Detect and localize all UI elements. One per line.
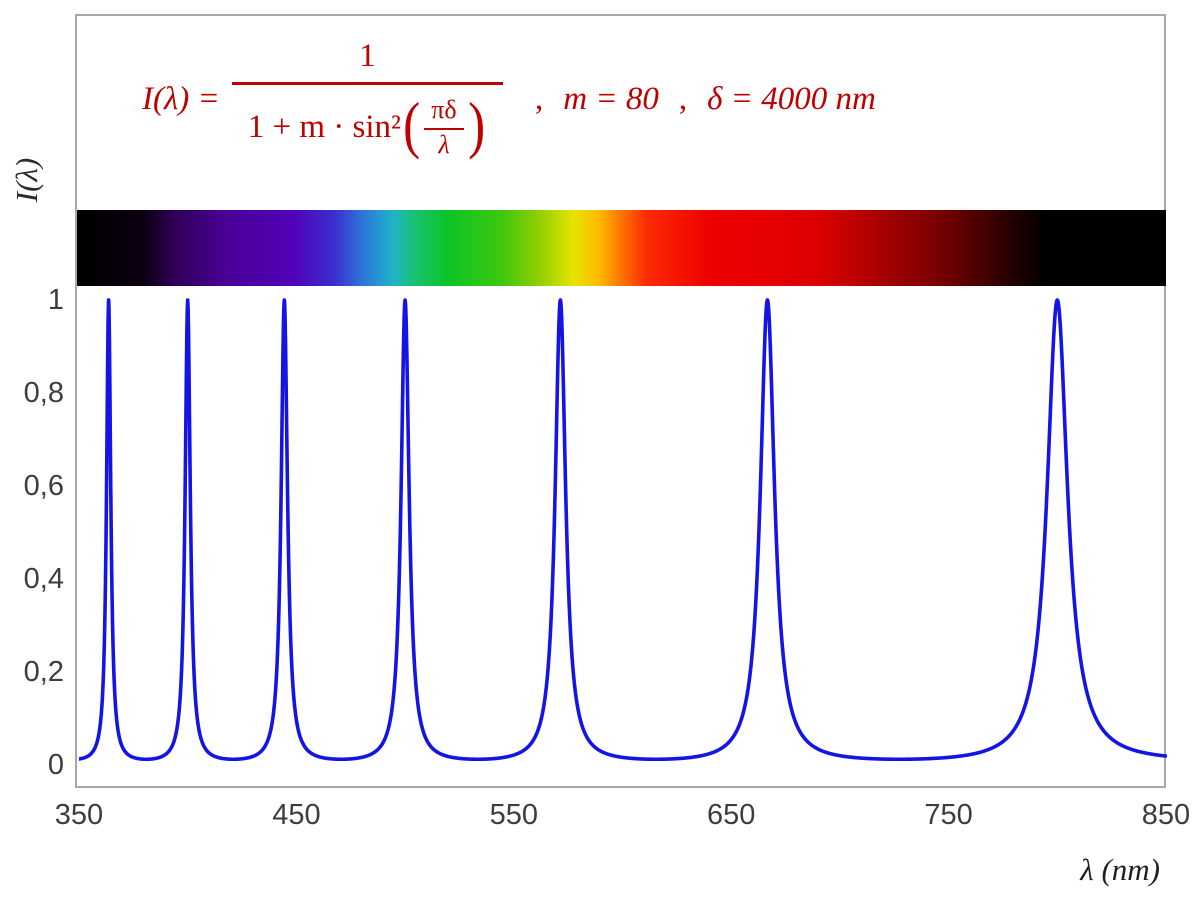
intensity-curve-plot <box>79 298 1167 762</box>
x-axis-title: λ (nm) <box>1080 852 1160 887</box>
close-paren: ) <box>467 88 485 160</box>
y-tick-label: 0,4 <box>23 563 64 595</box>
formula-annotation: I(λ) = 1 1 + m · sin² ( πδ λ ) , m = 80 … <box>142 28 876 170</box>
y-axis-title: I(λ) <box>9 157 44 203</box>
param-m: m = 80 <box>563 80 659 117</box>
spectrum-bar <box>77 210 1166 286</box>
x-tick-label: 750 <box>924 799 973 831</box>
inner-denominator: λ <box>438 130 450 159</box>
open-paren: ( <box>403 88 421 160</box>
y-tick-label: 0,2 <box>23 656 64 688</box>
formula-inner-fraction: πδ λ <box>424 95 464 160</box>
formula-denominator: 1 + m · sin² ( πδ λ ) <box>231 82 503 160</box>
x-tick-label: 650 <box>706 799 756 831</box>
y-tick-label: 1 <box>47 284 64 316</box>
formula-den-prefix: 1 + m · sin² <box>247 109 401 145</box>
airy-function-line <box>79 298 1167 762</box>
formula-lhs: I(λ) = <box>142 80 220 117</box>
formula-numerator: 1 <box>359 38 376 74</box>
x-tick-label: 450 <box>272 799 321 831</box>
y-tick-label: 0,8 <box>23 377 64 409</box>
formula-fraction: 1 1 + m · sin² ( πδ λ ) <box>231 38 503 160</box>
x-tick-label: 850 <box>1141 799 1191 831</box>
y-tick-label: 0 <box>47 749 64 781</box>
comma-separator: , <box>678 80 688 117</box>
x-tick-label: 350 <box>54 799 104 831</box>
comma-separator: , <box>534 80 544 117</box>
plot-border <box>75 14 1166 788</box>
param-delta: δ = 4000 nm <box>707 80 876 117</box>
y-tick-label: 0,6 <box>23 470 64 502</box>
inner-numerator: πδ <box>424 95 464 130</box>
x-tick-label: 550 <box>489 799 538 831</box>
